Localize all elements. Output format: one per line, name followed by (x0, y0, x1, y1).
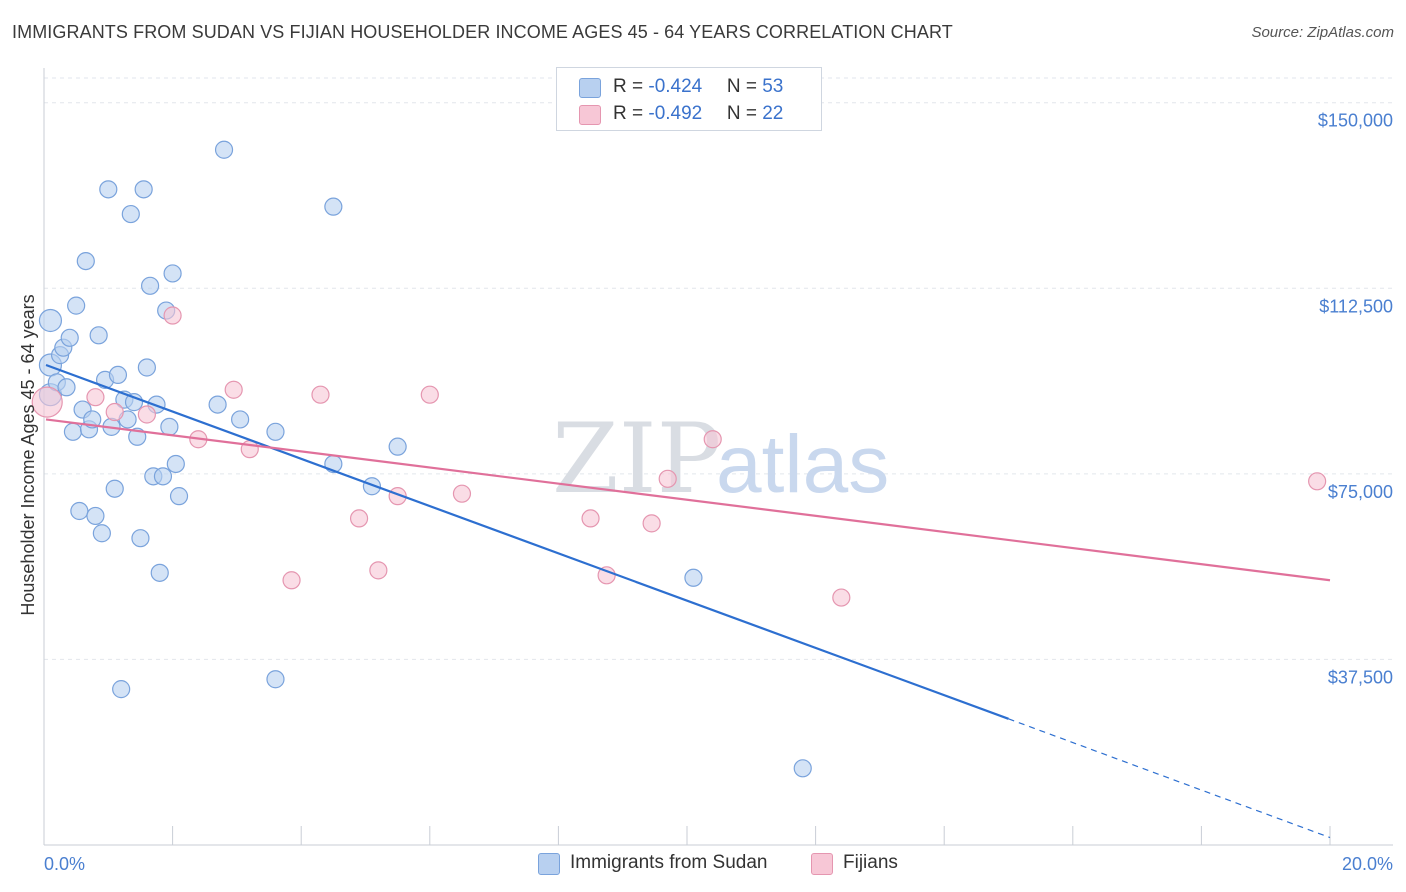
fijian-point (642, 514, 661, 533)
fijian-point (369, 561, 388, 580)
bottom-legend-label-sudan: Immigrants from Sudan (570, 852, 768, 873)
legend-n-label: N = (726, 76, 763, 97)
fijian-trend-line (45, 418, 1331, 582)
sudan-point (266, 670, 285, 689)
y-tick-label: $75,000 (1328, 482, 1393, 502)
fijian-point (282, 571, 301, 590)
sudan-point (231, 410, 250, 429)
bottom-legend-swatch-sudan (538, 853, 560, 875)
fijian-point (581, 509, 600, 528)
bottom-legend-label-fijian: Fijians (843, 852, 898, 873)
bottom-legend-swatch-fijian (811, 853, 833, 875)
y-tick-label: $37,500 (1328, 667, 1393, 687)
sudan-point (112, 680, 131, 699)
sudan-point (86, 506, 105, 526)
fijian-point (832, 588, 851, 607)
sudan-point (92, 524, 111, 543)
sudan-point (163, 264, 182, 283)
x-tick-label-max: 20.0% (1342, 854, 1393, 874)
source-label: Source: ZipAtlas.com (1251, 24, 1394, 41)
sudan-point (63, 422, 83, 441)
sudan-point (214, 140, 234, 159)
fijian-point (86, 388, 105, 407)
sudan-point (57, 378, 76, 397)
fijian-point (163, 306, 182, 325)
fijian-point (1308, 472, 1327, 491)
legend-n-label: N = (726, 103, 763, 124)
sudan-point (388, 437, 407, 456)
fijian-point (311, 385, 330, 404)
grid-lines (44, 77, 1393, 660)
sudan-point (793, 759, 812, 778)
sudan-point (266, 422, 285, 441)
fijian-point (224, 380, 243, 399)
fijian-point (137, 405, 156, 424)
sudan-trend-extrapolation (1008, 718, 1331, 839)
watermark: ZIP atlas (552, 403, 889, 515)
sudan-point (89, 326, 108, 345)
sudan-point (362, 477, 382, 496)
sudan-point (134, 180, 153, 199)
legend-r-value-fijian: -0.492 (648, 103, 703, 124)
legend-swatch-fijian (579, 105, 601, 125)
sudan-point (150, 563, 169, 582)
fijian-point (420, 385, 439, 404)
fijian-point (703, 430, 722, 449)
legend-r-label: R = (613, 103, 649, 124)
watermark-atlas: atlas (716, 419, 889, 510)
legend-r-label: R = (613, 76, 649, 97)
legend-r-value-sudan: -0.424 (648, 76, 703, 97)
sudan-point (684, 568, 703, 587)
y-axis-label: Householder Income Ages 45 - 64 years (18, 294, 38, 615)
sudan-point (160, 417, 179, 436)
y-tick-label: $112,500 (1319, 296, 1393, 316)
axes (43, 68, 1393, 846)
sudan-point (70, 501, 89, 521)
legend-n-value-fijian: 22 (762, 103, 784, 124)
legend-swatch-sudan (579, 78, 601, 98)
sudan-point (131, 529, 150, 548)
sudan-point (137, 358, 156, 377)
correlation-legend: R = -0.424 N = 53 R = -0.492 N = 22 (556, 67, 822, 131)
sudan-point (140, 276, 160, 295)
sudan-point (99, 180, 118, 199)
sudan-point (76, 251, 95, 271)
x-tick-label-min: 0.0% (44, 854, 85, 874)
sudan-point (128, 427, 147, 446)
chart-title: IMMIGRANTS FROM SUDAN VS FIJIAN HOUSEHOL… (12, 22, 953, 42)
sudan-point (208, 395, 227, 414)
sudan-point (67, 296, 86, 315)
fijian-point (452, 484, 472, 503)
sudan-point (105, 479, 124, 498)
tick-labels: $37,500 $75,000 $112,500 $150,000 0.0% 20.0% (44, 111, 1393, 874)
sudan-trend-line (45, 363, 1009, 720)
fijian-point (105, 402, 124, 422)
watermark-zip: ZIP (552, 403, 721, 515)
series-fijian-points (31, 306, 1327, 607)
y-tick-label: $150,000 (1318, 111, 1393, 131)
sudan-point (153, 467, 173, 486)
trend-lines (45, 363, 1331, 839)
sudan-point (108, 365, 128, 385)
sudan-point (121, 204, 140, 224)
fijian-point (31, 386, 63, 418)
sudan-point (38, 308, 63, 333)
legend-n-value-sudan: 53 (762, 76, 784, 97)
sudan-point (324, 197, 343, 216)
fijian-point (349, 509, 369, 528)
fijian-point (658, 469, 677, 488)
sudan-point (169, 487, 189, 506)
sudan-point (166, 454, 185, 474)
sudan-point (60, 328, 79, 347)
